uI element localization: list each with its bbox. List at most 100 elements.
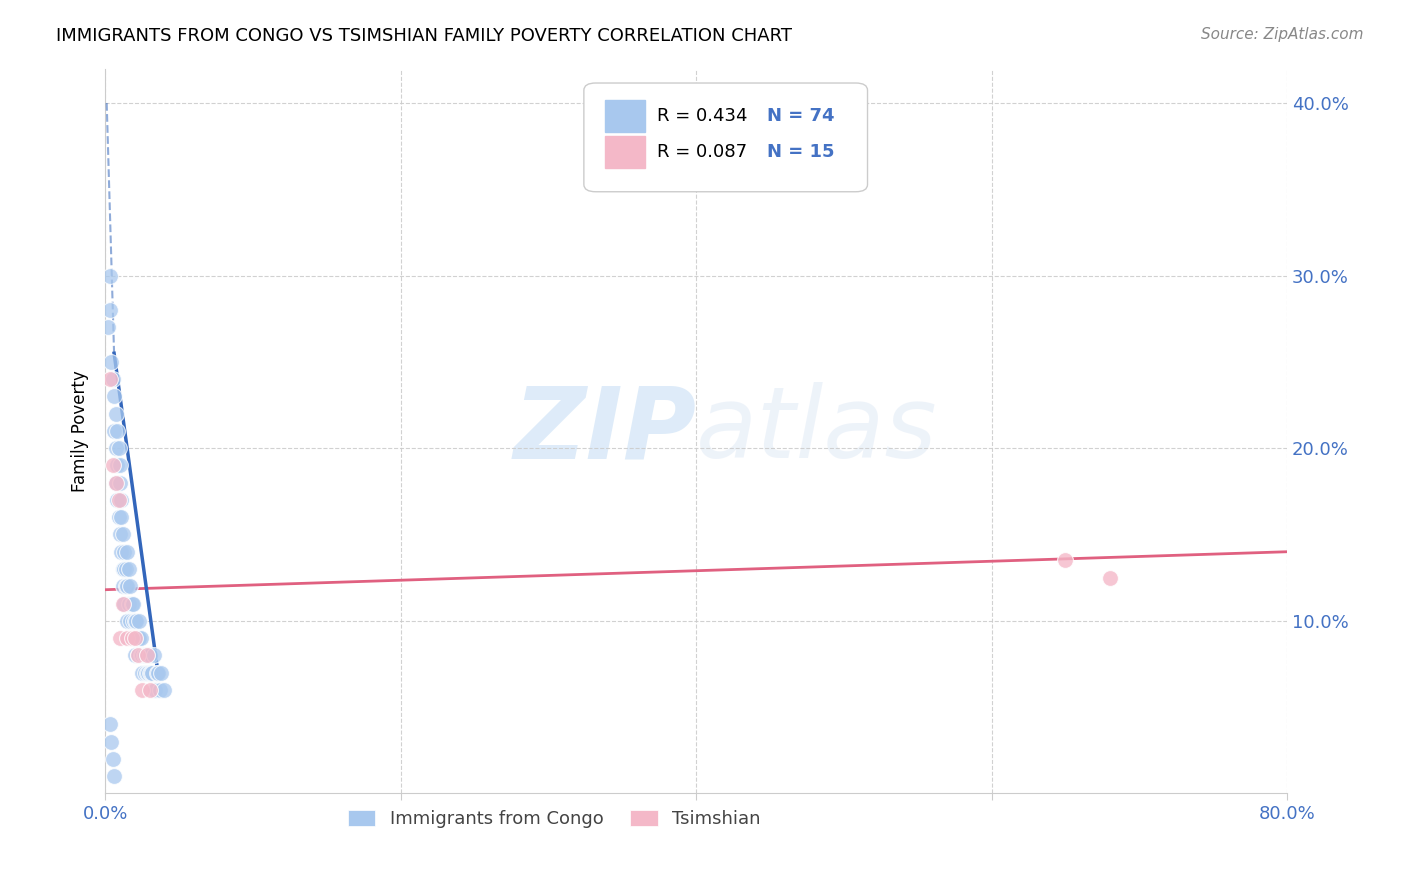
Point (117, 579, 139, 593)
Point (128, 614, 150, 628)
Point (110, 492, 132, 507)
Point (117, 631, 139, 645)
Point (148, 665, 170, 680)
Point (101, 372, 124, 386)
Point (104, 407, 127, 421)
Point (98, 268, 121, 283)
Point (105, 458, 128, 473)
Point (136, 665, 159, 680)
Point (124, 631, 146, 645)
Point (129, 631, 152, 645)
Point (100, 355, 122, 369)
Legend: Immigrants from Congo, Tsimshian: Immigrants from Congo, Tsimshian (340, 802, 768, 835)
Point (103, 424, 125, 438)
Point (115, 562, 138, 576)
Point (112, 545, 135, 559)
Point (127, 631, 149, 645)
Y-axis label: Family Poverty: Family Poverty (72, 370, 89, 491)
Point (121, 597, 143, 611)
Point (98, 303, 121, 318)
Point (103, 769, 125, 783)
Point (128, 631, 150, 645)
Point (146, 665, 169, 680)
Point (105, 492, 128, 507)
Point (111, 579, 134, 593)
Point (112, 597, 135, 611)
Text: R = 0.087: R = 0.087 (657, 143, 747, 161)
Point (108, 527, 131, 541)
Point (101, 752, 124, 766)
Text: IMMIGRANTS FROM CONGO VS TSIMSHIAN FAMILY POVERTY CORRELATION CHART: IMMIGRANTS FROM CONGO VS TSIMSHIAN FAMIL… (56, 27, 792, 45)
Point (138, 648, 160, 663)
Point (115, 579, 138, 593)
Point (149, 682, 172, 697)
Point (104, 475, 127, 490)
Point (122, 614, 145, 628)
Point (138, 682, 160, 697)
Point (117, 545, 139, 559)
Point (122, 597, 145, 611)
Point (134, 648, 156, 663)
Point (107, 441, 129, 455)
Point (118, 597, 141, 611)
Point (125, 631, 148, 645)
Point (108, 475, 131, 490)
FancyBboxPatch shape (605, 136, 645, 168)
Point (131, 665, 153, 680)
Point (143, 648, 166, 663)
Point (120, 579, 142, 593)
Point (101, 458, 124, 473)
Point (150, 665, 173, 680)
Point (107, 510, 129, 524)
Point (108, 631, 131, 645)
Point (120, 614, 142, 628)
FancyBboxPatch shape (605, 100, 645, 132)
Point (145, 682, 167, 697)
Point (103, 389, 125, 403)
Point (135, 665, 157, 680)
Point (110, 510, 132, 524)
FancyBboxPatch shape (583, 83, 868, 192)
Point (125, 614, 148, 628)
Point (97, 320, 120, 334)
Point (129, 648, 152, 663)
Text: Source: ZipAtlas.com: Source: ZipAtlas.com (1201, 27, 1364, 42)
Point (98, 372, 121, 386)
Point (138, 665, 160, 680)
Point (131, 648, 153, 663)
Point (111, 562, 134, 576)
Point (124, 614, 146, 628)
Text: N = 74: N = 74 (768, 107, 835, 125)
Point (124, 631, 146, 645)
Point (100, 734, 122, 748)
Point (105, 424, 128, 438)
Point (153, 682, 176, 697)
Point (104, 441, 127, 455)
Text: ZIP: ZIP (513, 383, 696, 479)
Point (108, 458, 131, 473)
Point (111, 527, 134, 541)
Point (134, 665, 156, 680)
Point (141, 665, 163, 680)
Point (1098, 571, 1121, 585)
Point (117, 614, 139, 628)
Point (121, 631, 143, 645)
Text: R = 0.434: R = 0.434 (657, 107, 748, 125)
Point (1054, 553, 1077, 567)
Point (131, 682, 153, 697)
Point (111, 597, 134, 611)
Point (110, 545, 132, 559)
Point (107, 492, 129, 507)
Point (112, 562, 135, 576)
Point (135, 648, 157, 663)
Point (104, 475, 127, 490)
Text: N = 15: N = 15 (768, 143, 835, 161)
Point (98, 717, 121, 731)
Point (127, 648, 149, 663)
Point (135, 648, 157, 663)
Text: atlas: atlas (696, 383, 938, 479)
Point (132, 648, 155, 663)
Point (121, 631, 143, 645)
Point (127, 648, 149, 663)
Point (139, 665, 162, 680)
